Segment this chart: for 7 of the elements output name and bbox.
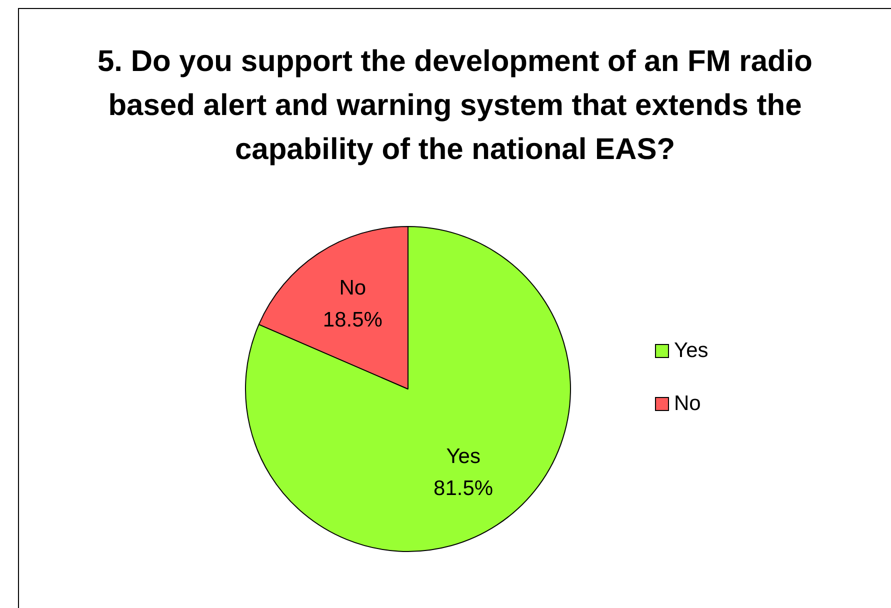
data-label: 18.5% (322, 308, 382, 332)
chart-title: 5. Do you support the development of an FM radio based alert and warning system that extends the capability of the national EAS? (96, 44, 814, 168)
legend-label: Yes (674, 338, 708, 362)
legend-label: No (674, 392, 701, 415)
slice-label: No (339, 276, 366, 300)
data-label: 81.5% (434, 477, 494, 500)
slice-label: Yes (446, 445, 480, 468)
